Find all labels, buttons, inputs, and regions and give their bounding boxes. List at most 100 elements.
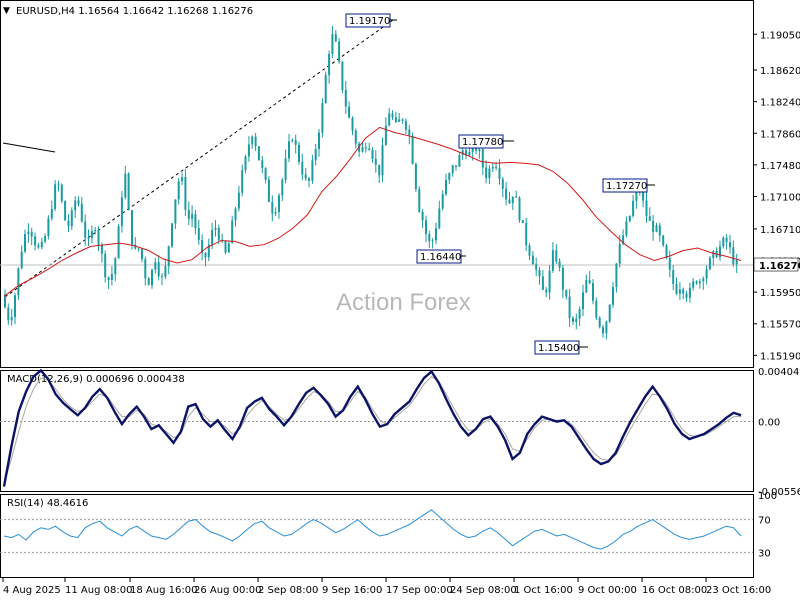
candle-body (535, 264, 538, 270)
candle-body (368, 148, 371, 150)
candle-body (97, 230, 100, 245)
candle-body (7, 307, 10, 321)
candle-body (54, 184, 57, 209)
price-annotation-label: 1.15400 (538, 343, 579, 354)
menu-arrow-icon[interactable]: ▼ (3, 6, 10, 16)
price-tick-label: 1.19050 (760, 30, 800, 41)
candle-body (261, 160, 264, 169)
candle-body (120, 197, 123, 227)
candle-body (695, 281, 698, 284)
candle-body (161, 276, 163, 278)
candle-body (147, 278, 150, 286)
candle-body (284, 158, 287, 180)
candle-body (10, 317, 13, 321)
candle-body (625, 221, 628, 236)
price-annotation-label: 1.17270 (606, 181, 647, 192)
candle-body (685, 293, 688, 298)
time-tick-label: 9 Sep 16:00 (322, 585, 382, 596)
candle-body (114, 258, 117, 275)
candle-body (104, 253, 107, 278)
candle-body (498, 168, 501, 180)
candle-body (60, 184, 63, 202)
candle-body (725, 237, 728, 243)
candle-body (511, 196, 514, 204)
candle-body (80, 203, 83, 222)
candle-body (184, 177, 187, 210)
candle-body (187, 209, 190, 219)
macd-panel-frame (0, 370, 754, 492)
candle-body (94, 230, 97, 232)
candle-body (311, 160, 314, 181)
candle-body (595, 300, 598, 318)
candle-body (298, 144, 300, 162)
candle-body (578, 309, 581, 319)
candle-body (541, 276, 544, 290)
candle-body (224, 241, 227, 253)
time-tick-label: 1 Oct 16:00 (514, 585, 573, 596)
candle-body (247, 144, 250, 157)
candle-body (371, 149, 374, 159)
candle-body (301, 162, 304, 175)
candle-body (398, 119, 401, 122)
time-tick-label: 16 Oct 08:00 (642, 585, 707, 596)
candle-body (598, 317, 601, 328)
candle-body (57, 184, 60, 186)
candle-body (331, 34, 334, 54)
candle-body (334, 34, 337, 42)
candle-body (722, 237, 725, 247)
candle-body (134, 244, 137, 249)
candle-body (438, 208, 441, 229)
candle-body (227, 243, 230, 253)
candle-body (652, 220, 655, 232)
macd-signal-line (3, 375, 741, 485)
candle-body (585, 280, 588, 293)
candle-body (271, 202, 274, 214)
candle-body (14, 295, 16, 318)
moving-average-line (3, 126, 742, 297)
candle-body (137, 248, 140, 250)
candle-body (505, 188, 508, 200)
candle-body (528, 245, 531, 256)
candle-body (361, 147, 364, 152)
candle-body (244, 156, 247, 171)
candle-body (181, 177, 184, 182)
candle-body (538, 269, 541, 277)
time-tick-label: 17 Sep 00:00 (386, 585, 453, 596)
price-tick-label: 1.15190 (760, 351, 800, 362)
candle-body (548, 270, 551, 293)
candle-body (615, 263, 618, 288)
time-tick-label: 4 Aug 2025 (3, 585, 61, 596)
candle-body (341, 61, 344, 90)
candle-body (735, 259, 738, 265)
candle-body (348, 106, 351, 118)
candle-body (47, 218, 50, 237)
candle-body (174, 199, 177, 224)
candle-body (304, 174, 307, 179)
candle-body (197, 228, 200, 240)
candle-body (451, 165, 454, 174)
price-axis: 1.19050 1.18620 1.18240 1.17860 1.17480 1.171… (753, 30, 800, 362)
candle-body (4, 294, 6, 308)
candle-body (291, 140, 294, 142)
candle-body (74, 200, 77, 211)
candle-body (561, 267, 564, 290)
candle-body (24, 234, 26, 252)
candle-body (394, 117, 397, 122)
candle-body (44, 236, 47, 242)
price-tick-label: 1.18620 (760, 66, 800, 77)
candle-body (50, 209, 53, 219)
rsi-panel-frame (0, 494, 754, 578)
candle-body (491, 166, 494, 169)
candle-body (384, 125, 387, 146)
candle-body (308, 178, 310, 181)
candle-body (418, 189, 421, 212)
candle-body (702, 278, 705, 282)
candle-body (110, 274, 113, 280)
candle-body (445, 179, 447, 194)
candle-body (207, 244, 210, 258)
candle-body (531, 255, 534, 265)
candle-body (501, 179, 504, 189)
candle-body (144, 259, 147, 279)
